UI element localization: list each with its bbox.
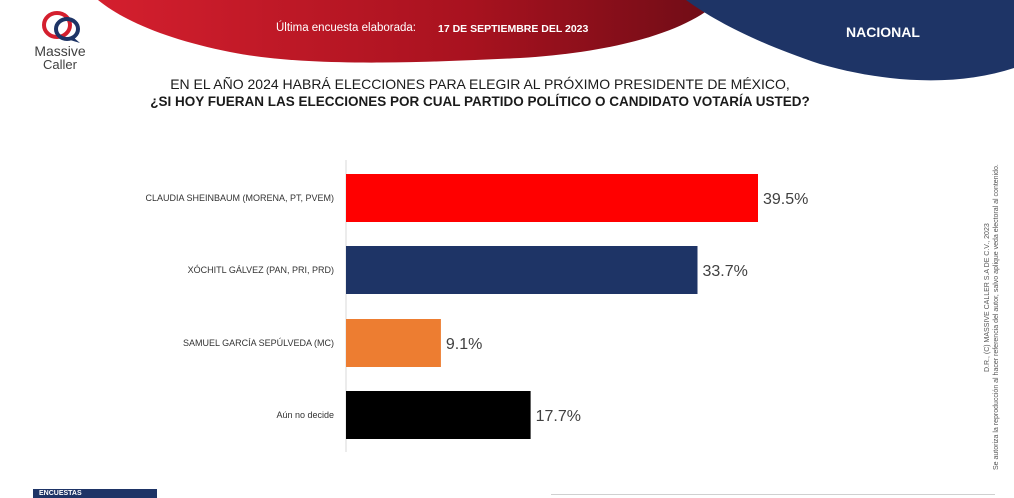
brand-logo: Massive Caller	[28, 10, 100, 72]
question-line2: ¿SI HOY FUERAN LAS ELECCIONES POR CUAL P…	[150, 94, 810, 109]
header-banner	[98, 0, 1014, 81]
brand-name-line2: Caller	[43, 57, 77, 72]
footer-badge: ENCUESTAS	[33, 489, 157, 498]
data-label: 33.7%	[703, 263, 748, 280]
survey-label: Última encuesta elaborada:	[276, 22, 416, 34]
scope-label: NACIONAL	[846, 24, 920, 40]
bar	[346, 391, 531, 439]
chat-bubbles-icon	[42, 11, 80, 43]
copyright-line2: Se autoriza la reproducción al hacer ref…	[993, 164, 1000, 470]
category-label: SAMUEL GARCÍA SEPÚLVEDA (MC)	[183, 338, 334, 348]
brand-name-line1: Massive	[34, 43, 86, 59]
bar	[346, 319, 441, 367]
category-label: CLAUDIA SHEINBAUM (MORENA, PT, PVEM)	[145, 193, 334, 203]
brand-name: Massive Caller	[28, 44, 92, 72]
copyright-line1: D.R., (C) MASSIVE CALLER S.A DE C.V., 20…	[984, 223, 991, 372]
footer-divider	[551, 494, 995, 495]
bar	[346, 174, 758, 222]
data-label: 39.5%	[763, 191, 808, 208]
copyright-note: D.R., (C) MASSIVE CALLER S.A DE C.V., 20…	[984, 120, 1004, 470]
data-label: 17.7%	[536, 408, 581, 425]
question-line1: EN EL AÑO 2024 HABRÁ ELECCIONES PARA ELE…	[170, 76, 790, 92]
banner-red-arc	[98, 0, 720, 63]
data-label: 9.1%	[446, 336, 482, 353]
banner-navy-arc	[686, 0, 1014, 81]
survey-date: 17 DE SEPTIEMBRE DEL 2023	[438, 23, 589, 35]
bar	[346, 246, 698, 294]
category-label: Aún no decide	[276, 410, 334, 420]
category-label: XÓCHITL GÁLVEZ (PAN, PRI, PRD)	[188, 265, 334, 275]
survey-question: EN EL AÑO 2024 HABRÁ ELECCIONES PARA ELE…	[0, 76, 960, 109]
